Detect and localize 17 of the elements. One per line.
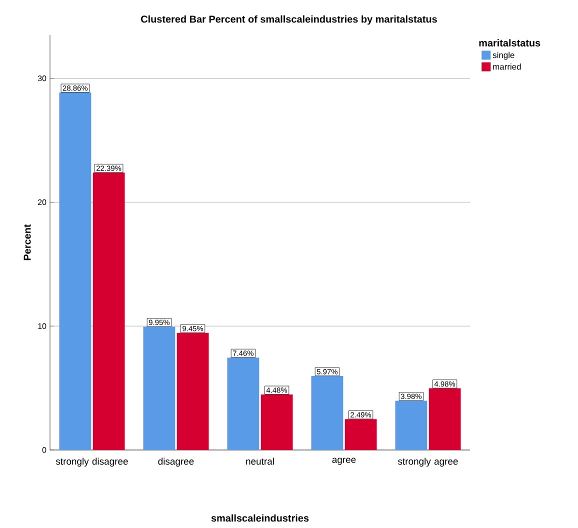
bar <box>143 326 176 450</box>
bar <box>311 376 344 450</box>
bar <box>59 92 92 450</box>
bar <box>428 388 461 450</box>
x-tick-label: neutral <box>246 458 274 465</box>
chart-title: Clustered Bar Percent of smallscaleindustries by maritalstatus <box>141 15 437 25</box>
x-tick-label: strongly disagree <box>56 458 128 467</box>
legend-label: single <box>492 52 514 60</box>
x-tick-label: agree <box>332 458 356 465</box>
x-axis-title: smallscaleindustries <box>211 514 309 522</box>
legend-label: married <box>493 63 521 70</box>
x-tick-label: strongly agree <box>398 458 458 467</box>
bar <box>260 394 293 450</box>
y-axis-title: Percent <box>24 224 31 260</box>
x-tick-label: disagree <box>158 458 194 467</box>
bar <box>395 400 428 450</box>
legend-title: maritalstatus <box>479 39 540 46</box>
